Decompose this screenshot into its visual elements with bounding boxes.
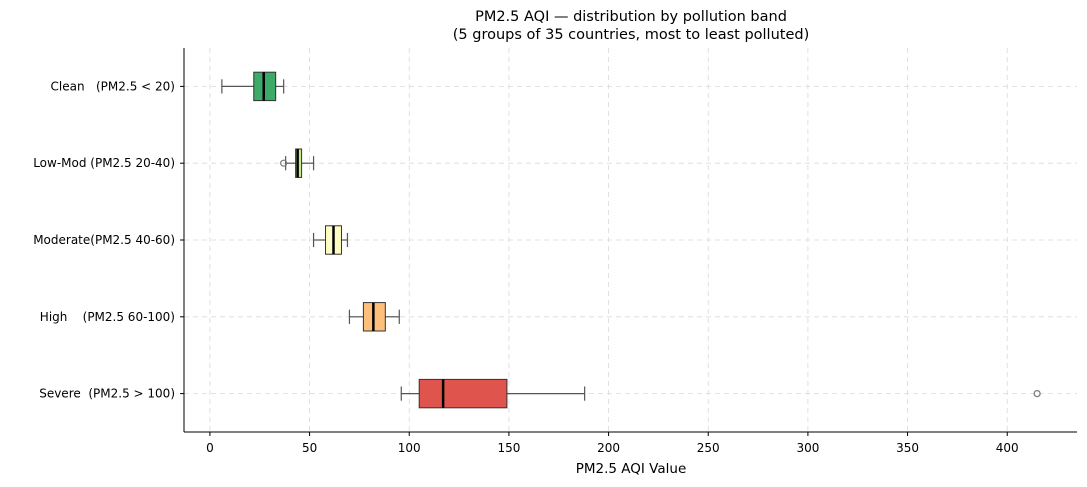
box-group (221, 71, 285, 102)
x-tick-label: 200 (597, 441, 620, 455)
y-tick-label: Severe (PM2.5 > 100) (39, 387, 175, 401)
box-group (400, 378, 1041, 409)
outlier-point (280, 159, 288, 167)
x-tick-label: 400 (996, 441, 1019, 455)
x-tick-label: 0 (206, 441, 214, 455)
x-axis-label: PM2.5 AQI Value (576, 461, 687, 477)
chart-title: PM2.5 AQI — distribution by pollution ba… (475, 9, 787, 25)
box-group (348, 302, 400, 332)
box-group (312, 225, 349, 255)
y-tick-label: Clean (PM2.5 < 20) (51, 79, 176, 93)
x-tick-label: 50 (302, 441, 317, 455)
x-tick-label: 250 (697, 441, 720, 455)
box-group (280, 148, 315, 178)
box-series (221, 71, 1041, 409)
chart-subtitle: (5 groups of 35 countries, most to least… (453, 27, 810, 43)
x-tick-label: 300 (796, 441, 819, 455)
x-tick-label: 100 (398, 441, 421, 455)
x-tick-label: 150 (497, 441, 520, 455)
outlier-point (1033, 390, 1041, 398)
y-tick-label: High (PM2.5 60-100) (40, 310, 175, 324)
x-tick-label: 350 (896, 441, 919, 455)
axes: 0 50 100 150 200 250 300 350 400 Clean (PM2.5 < 2… (33, 48, 1077, 455)
box-iqr (418, 378, 508, 409)
y-tick-label: Moderate(PM2.5 40-60) (33, 233, 175, 247)
y-tick-label: Low-Mod (PM2.5 20-40) (33, 156, 175, 170)
